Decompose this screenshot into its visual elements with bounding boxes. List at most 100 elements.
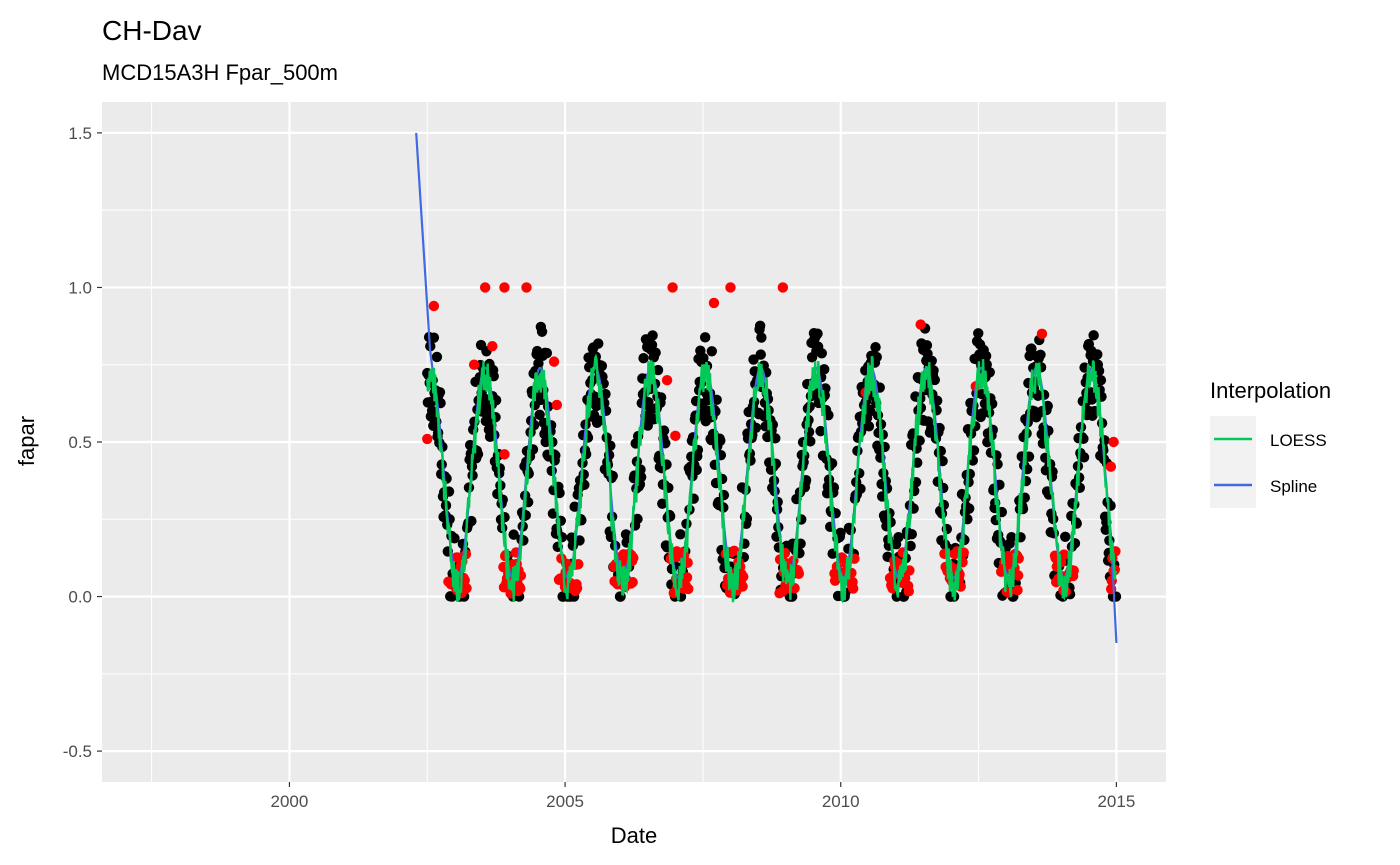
data-point: [870, 341, 881, 353]
data-point: [864, 406, 876, 417]
data-point: [929, 374, 940, 386]
flagged-point: [847, 583, 859, 594]
data-point: [893, 531, 904, 543]
data-point: [652, 364, 664, 376]
data-point: [466, 515, 477, 527]
flagged-point: [499, 282, 510, 293]
y-tick-label: 1.5: [68, 124, 92, 143]
data-point: [706, 346, 718, 357]
data-point: [691, 464, 702, 476]
data-point: [805, 436, 816, 447]
data-point: [1060, 531, 1071, 543]
data-point: [963, 503, 975, 514]
flagged-point: [903, 586, 914, 597]
x-tick-label: 2010: [822, 792, 860, 811]
data-point: [754, 320, 766, 332]
data-point: [650, 347, 661, 358]
flagged-point: [738, 571, 749, 582]
data-point: [675, 529, 686, 540]
y-tick-label: -0.5: [63, 742, 92, 761]
flagged-point: [468, 359, 480, 370]
data-point: [816, 348, 827, 359]
flagged-point: [515, 583, 526, 594]
flagged-point: [667, 282, 678, 293]
x-tick-label: 2005: [546, 792, 584, 811]
flagged-point: [708, 297, 720, 309]
data-point: [1035, 349, 1046, 361]
data-point: [906, 528, 917, 540]
data-point: [620, 529, 632, 540]
data-point: [569, 501, 580, 512]
flagged-point: [571, 583, 583, 594]
y-axis-ticks: -0.5 0.0 0.5 1.0 1.5: [63, 124, 102, 761]
flagged-point: [1036, 328, 1048, 340]
data-point: [1078, 452, 1090, 463]
flagged-point: [499, 449, 510, 460]
flagged-point: [793, 568, 805, 579]
data-point: [426, 405, 438, 416]
data-point: [748, 354, 759, 365]
data-point: [928, 365, 939, 376]
flagged-point: [521, 282, 532, 293]
data-point: [812, 328, 823, 339]
data-point: [536, 326, 548, 337]
data-point: [1095, 375, 1107, 386]
data-point: [449, 533, 460, 544]
flagged-point: [777, 282, 789, 293]
data-point: [756, 332, 767, 343]
flagged-point: [915, 319, 926, 330]
data-point: [1092, 349, 1103, 360]
data-point: [698, 352, 709, 364]
legend-title: Interpolation: [1210, 378, 1331, 403]
flagged-point: [728, 545, 740, 557]
y-axis-title: fapar: [14, 416, 39, 466]
data-point: [835, 527, 846, 539]
x-tick-label: 2015: [1097, 792, 1135, 811]
flagged-point: [725, 282, 736, 293]
flagged-point: [661, 374, 673, 386]
data-point: [632, 513, 643, 525]
flagged-point: [1012, 585, 1023, 596]
data-point: [823, 474, 835, 485]
flagged-point: [683, 583, 694, 595]
flagged-point: [1108, 436, 1119, 448]
flagged-point: [487, 340, 498, 352]
flagged-point: [1012, 570, 1024, 581]
flagged-point: [548, 356, 560, 367]
flagged-point: [681, 572, 693, 583]
data-point: [755, 349, 766, 360]
data-point: [980, 350, 992, 362]
legend-label-loess: LOESS: [1270, 431, 1327, 450]
data-point: [863, 421, 875, 432]
flagged-point: [1058, 549, 1070, 560]
data-point: [1100, 524, 1111, 536]
data-point: [1088, 330, 1099, 341]
y-tick-label: 0.0: [68, 588, 92, 607]
data-point: [905, 540, 916, 552]
data-point: [973, 328, 984, 339]
loess-line: [426, 353, 1118, 604]
x-axis-ticks: 2000 2005 2010 2015: [271, 782, 1135, 811]
data-point: [593, 338, 604, 349]
data-point: [818, 364, 830, 375]
legend-label-spline: Spline: [1270, 477, 1317, 496]
data-point: [431, 351, 443, 363]
x-axis-title: Date: [611, 823, 657, 848]
data-point: [428, 332, 440, 343]
data-point: [855, 483, 866, 495]
data-point: [921, 340, 933, 351]
legend: Interpolation LOESS Spline: [1210, 378, 1331, 508]
data-point: [541, 347, 553, 359]
chart-title: CH-Dav: [102, 15, 202, 46]
data-point: [815, 425, 826, 437]
flagged-point: [461, 583, 472, 594]
data-point: [646, 339, 658, 351]
flagged-point: [627, 577, 638, 588]
flagged-point: [428, 300, 440, 312]
data-point: [596, 360, 608, 372]
data-point: [699, 332, 711, 343]
flagged-point: [479, 282, 491, 293]
data-point: [647, 330, 658, 341]
data-point: [479, 393, 490, 405]
